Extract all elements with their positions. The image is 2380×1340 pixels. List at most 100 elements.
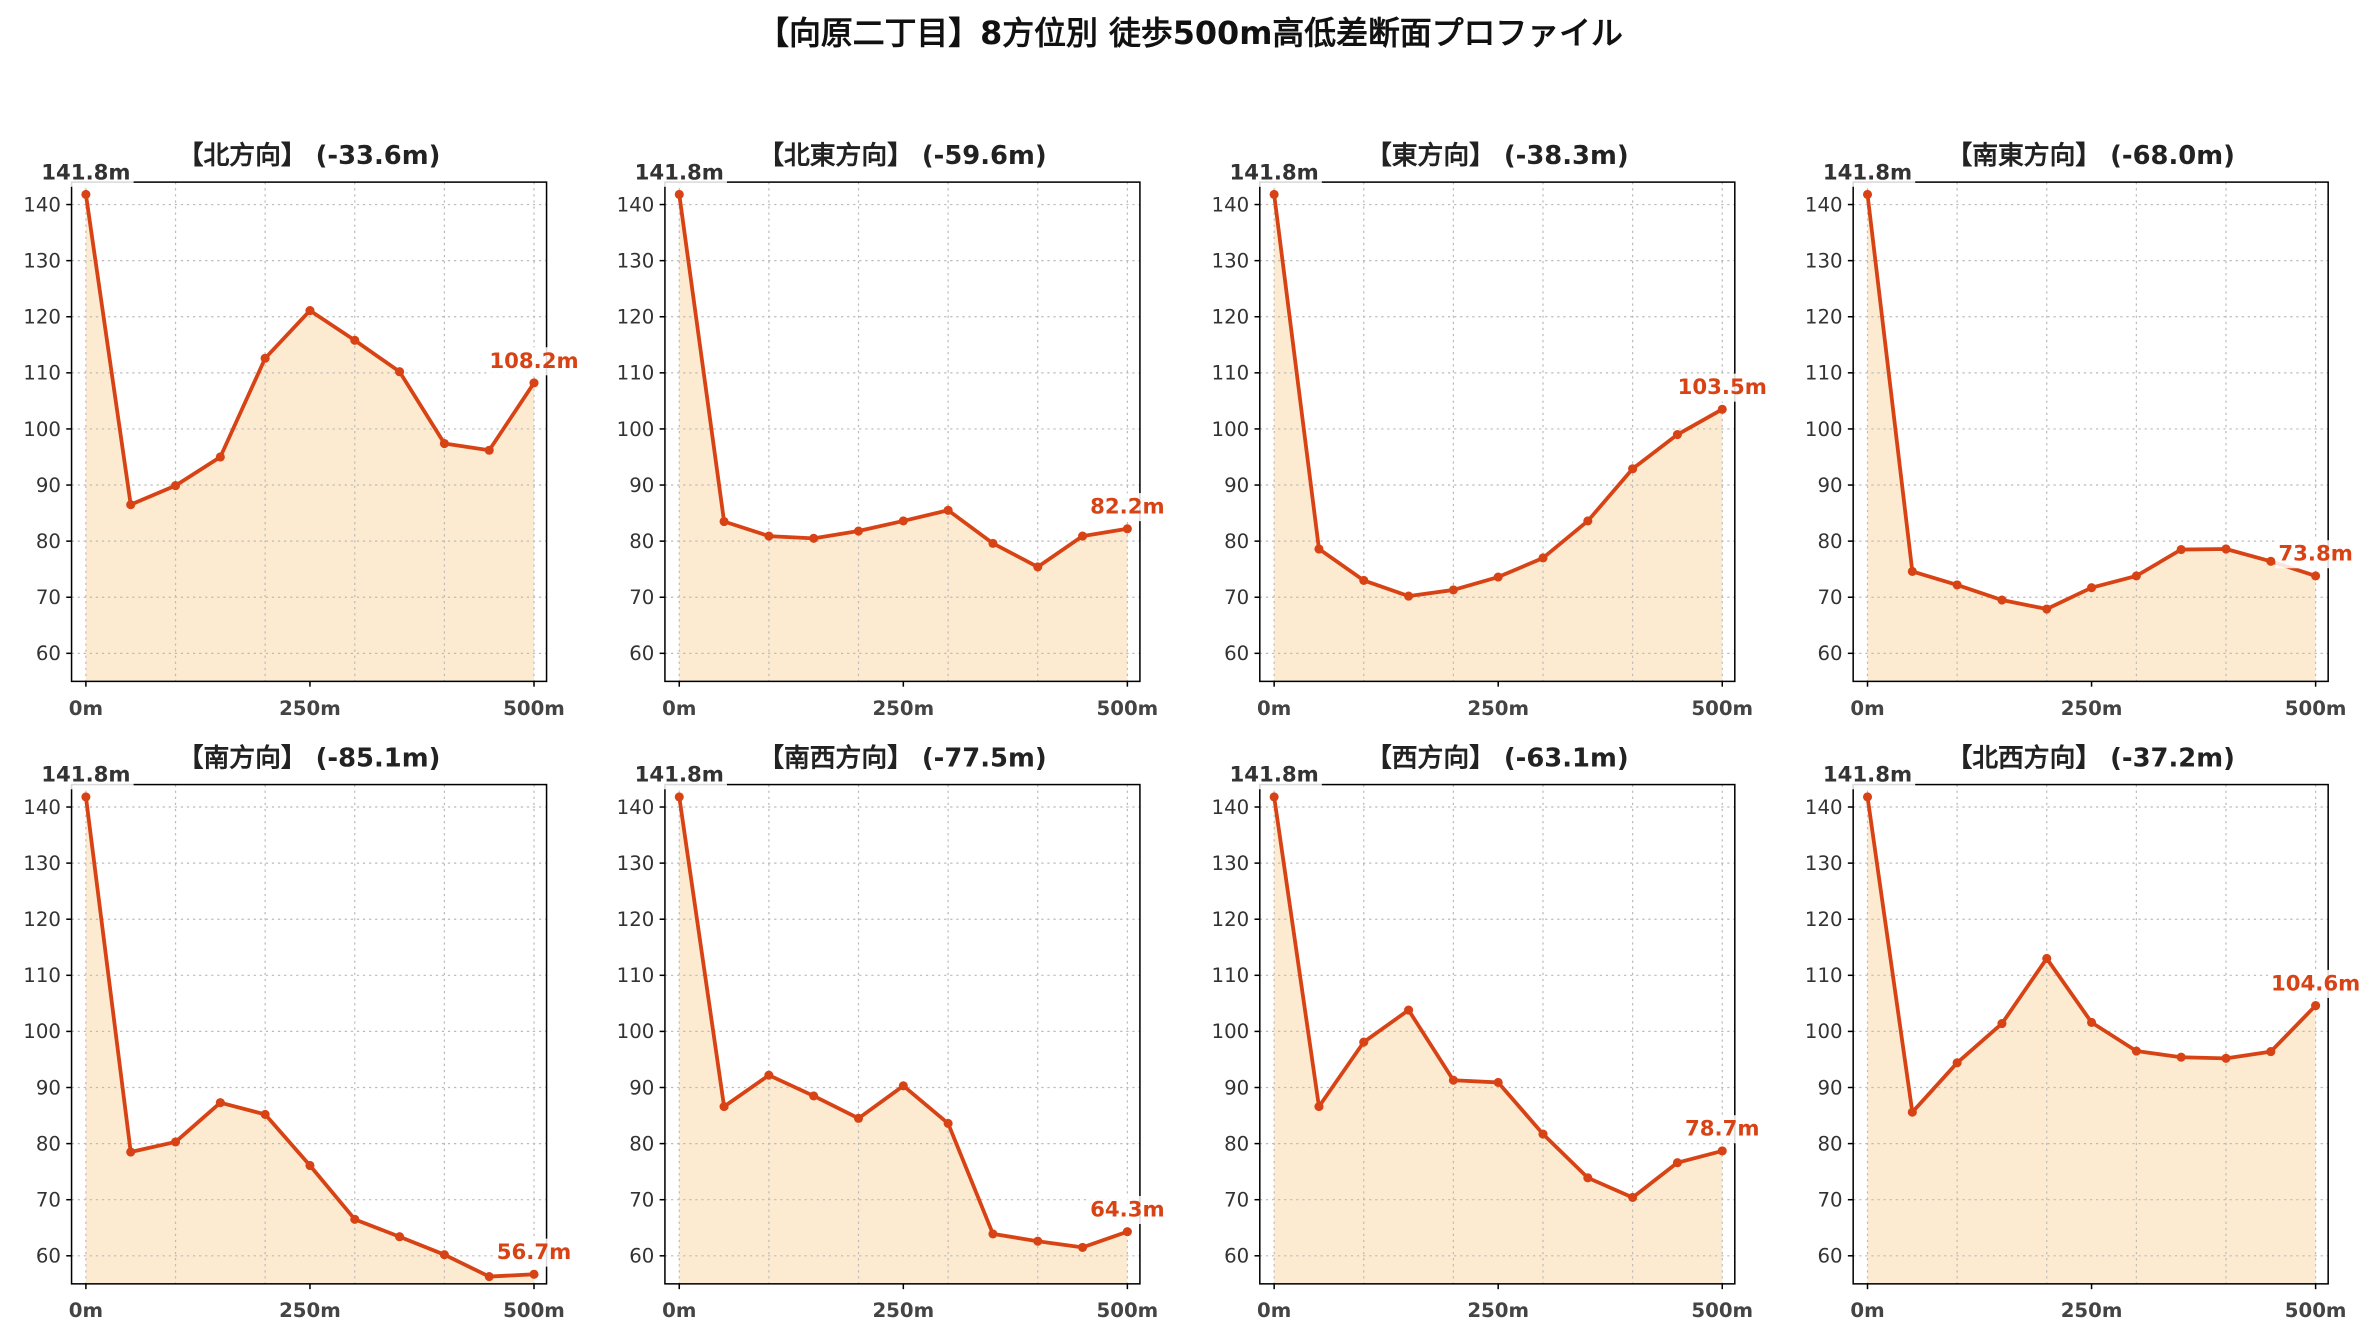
elevation-point xyxy=(1717,1146,1727,1156)
elevation-point xyxy=(764,1070,774,1080)
x-tick-label: 500m xyxy=(1097,697,1159,720)
elevation-point xyxy=(395,367,405,377)
y-tick-label: 90 xyxy=(36,1076,61,1099)
elevation-point xyxy=(260,1109,270,1119)
elevation-point xyxy=(1583,1173,1593,1183)
elevation-point xyxy=(943,505,953,515)
elevation-point xyxy=(1862,189,1873,200)
y-tick-label: 120 xyxy=(1805,306,1843,329)
y-tick-label: 140 xyxy=(1212,193,1250,216)
elevation-point xyxy=(1404,591,1414,601)
elevation-point xyxy=(898,516,908,526)
y-tick-label: 140 xyxy=(617,193,655,216)
y-tick-label: 80 xyxy=(36,1132,61,1155)
y-tick-label: 100 xyxy=(1805,1020,1843,1043)
elevation-point xyxy=(1862,792,1873,802)
y-tick-label: 90 xyxy=(1817,1076,1842,1099)
y-tick-label: 110 xyxy=(1805,964,1843,987)
y-tick-label: 90 xyxy=(36,474,61,497)
elevation-point xyxy=(809,1091,819,1101)
elevation-point xyxy=(988,1229,998,1239)
end-elevation-label: 56.7m xyxy=(497,1240,572,1265)
x-tick-label: 0m xyxy=(662,1299,696,1322)
elevation-point xyxy=(1538,553,1548,563)
elevation-point xyxy=(1672,1158,1682,1168)
elevation-area-fill xyxy=(1274,796,1723,1284)
start-elevation-label-background xyxy=(1226,158,1322,187)
figure-title: 【向原二丁目】8方位別 徒歩500m高低差断面プロファイル xyxy=(757,14,1623,52)
axes-frame xyxy=(1852,181,2329,683)
elevation-point xyxy=(350,335,360,345)
y-tick-label: 140 xyxy=(23,796,61,819)
y-tick-label: 70 xyxy=(629,1189,654,1212)
y-tick-label: 80 xyxy=(1817,530,1842,553)
panel-title: 【南西方向】 (-77.5m) xyxy=(758,742,1046,773)
elevation-point xyxy=(674,189,684,200)
start-elevation-label: 141.8m xyxy=(41,763,130,788)
elevation-point xyxy=(2176,544,2186,555)
x-tick-label: 250m xyxy=(2061,1299,2123,1322)
y-tick-label: 70 xyxy=(36,586,61,609)
elevation-point xyxy=(943,1118,953,1128)
y-tick-label: 130 xyxy=(23,249,61,272)
y-tick-label: 140 xyxy=(1212,796,1250,819)
panel-title: 【南東方向】 (-68.0m) xyxy=(1946,140,2234,171)
elevation-point xyxy=(898,1081,908,1091)
elevation-point xyxy=(2131,1046,2141,1056)
x-tick-label: 250m xyxy=(1467,697,1529,720)
elevation-point xyxy=(674,792,684,802)
elevation-point xyxy=(809,533,819,543)
y-tick-label: 70 xyxy=(1817,1189,1842,1212)
end-elevation-label-background xyxy=(1087,493,1168,522)
panel-title: 【東方向】 (-38.3m) xyxy=(1366,140,1629,171)
start-elevation-label: 141.8m xyxy=(1823,763,1912,788)
elevation-point xyxy=(484,445,494,455)
y-tick-label: 120 xyxy=(1212,306,1250,329)
elevation-point xyxy=(1538,1129,1548,1139)
start-elevation-label-background xyxy=(1819,761,1916,790)
start-elevation-label: 141.8m xyxy=(41,160,130,185)
x-tick-label: 500m xyxy=(1691,697,1753,720)
elevation-point xyxy=(1448,585,1458,595)
y-tick-label: 130 xyxy=(617,249,655,272)
end-elevation-label-background xyxy=(1681,1115,1763,1144)
elevation-area-fill xyxy=(85,194,535,682)
elevation-point xyxy=(305,1160,315,1171)
elevation-point xyxy=(2131,571,2141,581)
x-tick-label: 500m xyxy=(503,697,565,720)
y-tick-label: 100 xyxy=(1212,1020,1250,1043)
elevation-point xyxy=(2311,1001,2321,1011)
y-tick-label: 130 xyxy=(1805,852,1843,875)
y-tick-label: 140 xyxy=(1805,193,1843,216)
panel-title: 【北方向】 (-33.6m) xyxy=(178,140,441,171)
elevation-point xyxy=(2087,1017,2097,1027)
profile-panel: 【北方向】 (-33.6m) 60 70 80 90 100 110 120 130 140 0m 2… xyxy=(23,140,582,720)
elevation-point xyxy=(484,1272,494,1282)
elevation-point xyxy=(1314,544,1324,554)
y-tick-label: 130 xyxy=(617,852,655,875)
y-tick-label: 100 xyxy=(1805,418,1843,441)
elevation-point xyxy=(1493,1077,1503,1088)
y-tick-label: 120 xyxy=(23,306,61,329)
elevation-point xyxy=(305,306,315,316)
end-elevation-label: 103.5m xyxy=(1678,375,1767,400)
elevation-point xyxy=(2266,556,2276,566)
elevation-point xyxy=(988,538,998,548)
y-tick-label: 130 xyxy=(1805,249,1843,272)
elevation-point xyxy=(719,516,729,527)
elevation-point xyxy=(1717,404,1727,414)
y-tick-label: 120 xyxy=(617,306,655,329)
elevation-point xyxy=(1907,566,1917,576)
start-elevation-label: 141.8m xyxy=(635,160,724,185)
elevation-point xyxy=(1997,1019,2007,1029)
end-elevation-label: 104.6m xyxy=(2271,971,2360,996)
elevation-point xyxy=(1033,562,1043,572)
elevation-point xyxy=(395,1232,405,1242)
x-tick-label: 0m xyxy=(1850,1299,1884,1322)
y-tick-label: 110 xyxy=(617,362,655,385)
elevation-point xyxy=(2176,1052,2186,1062)
x-tick-label: 500m xyxy=(2285,697,2347,720)
end-elevation-label: 82.2m xyxy=(1090,495,1165,520)
y-tick-label: 70 xyxy=(1817,586,1842,609)
